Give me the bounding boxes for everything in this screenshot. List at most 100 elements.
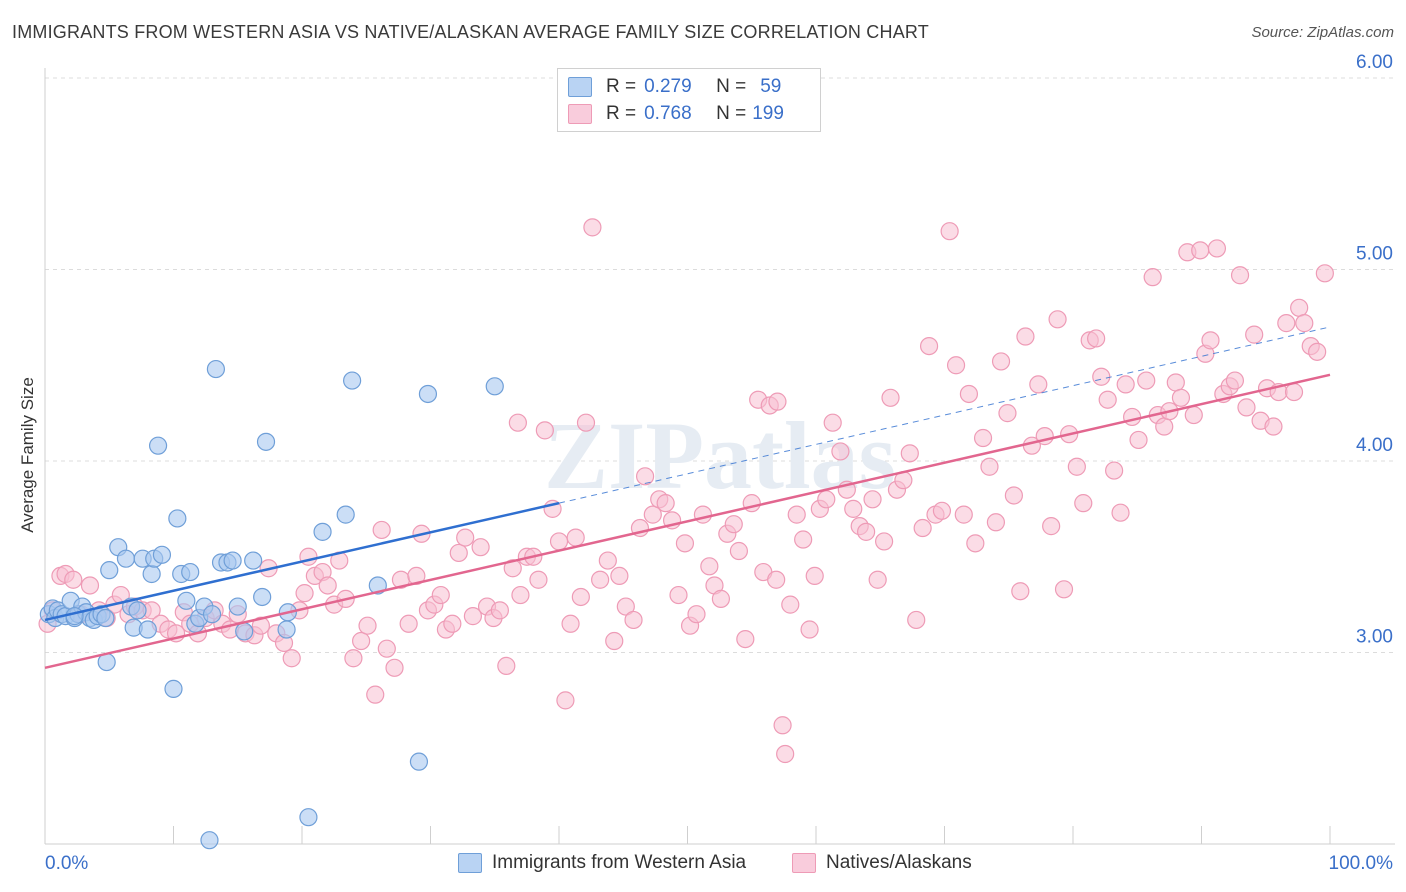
natives-point (1054, 580, 1074, 599)
r-label: R = (606, 76, 637, 97)
series-natives-points (38, 218, 1334, 764)
natives-point (1111, 503, 1130, 522)
natives-point (875, 532, 894, 551)
natives-point (295, 584, 314, 603)
natives-trend-line (44, 373, 1331, 670)
natives-point (946, 356, 966, 375)
western-asia-point (485, 377, 504, 396)
western-asia-point (65, 607, 84, 626)
natives-point (805, 566, 824, 586)
natives-point (635, 467, 655, 486)
natives-point (591, 570, 610, 589)
natives-point (251, 616, 270, 635)
natives-point (352, 631, 371, 651)
natives-point (1011, 582, 1030, 601)
western-asia-point (138, 620, 157, 639)
natives-point (508, 413, 527, 432)
natives-point (998, 404, 1017, 423)
natives-point (1290, 298, 1309, 317)
natives-point (1171, 388, 1191, 407)
natives-point (64, 570, 83, 589)
natives-point (318, 576, 337, 595)
natives-point (571, 587, 590, 607)
natives-point (1087, 329, 1106, 348)
natives-point (781, 595, 800, 614)
western-asia-trend-line (44, 501, 560, 622)
natives-point (1137, 371, 1156, 390)
legend-item-western-asia[interactable]: Immigrants from Western Asia (458, 852, 746, 874)
natives-point (344, 649, 363, 668)
natives-point (1074, 494, 1093, 513)
natives-point (736, 629, 755, 649)
western-asia-point (409, 752, 429, 771)
western-asia-point (223, 551, 242, 570)
western-asia-point (152, 545, 172, 564)
tick-labels: 3.00 4.00 5.00 6.00 0.0% 100.0% (45, 52, 1393, 874)
natives-point (1230, 266, 1250, 285)
legend: Immigrants from Western Asia Natives/Ala… (0, 852, 1406, 876)
natives-point (767, 570, 786, 589)
natives-point (583, 218, 602, 237)
natives-point (1116, 375, 1135, 394)
series1-r-value: 0.279 (644, 76, 692, 97)
natives-point (863, 490, 882, 509)
natives-point (773, 716, 792, 735)
natives-point (857, 522, 876, 541)
natives-point (503, 559, 522, 578)
natives-point (1092, 367, 1111, 386)
natives-point (366, 685, 385, 704)
series1-n-value: 59 (760, 76, 782, 97)
natives-point (1191, 241, 1210, 260)
legend-item-natives[interactable]: Natives/Alaskans (792, 852, 972, 874)
natives-point (794, 530, 813, 549)
natives-point (724, 515, 743, 534)
n-label: N = (716, 103, 747, 124)
natives-point (669, 585, 688, 605)
series2-swatch (568, 104, 592, 124)
natives-point (980, 457, 999, 476)
series2-n-value: 199 (752, 103, 784, 124)
western-asia-point (277, 620, 296, 639)
chart-title: IMMIGRANTS FROM WESTERN ASIA VS NATIVE/A… (12, 22, 929, 42)
n-label: N = (716, 76, 747, 97)
natives-point (443, 614, 462, 633)
natives-point (449, 543, 468, 563)
legend-swatch-natives (792, 853, 816, 873)
natives-point (598, 551, 617, 570)
natives-point (900, 444, 919, 463)
natives-point (1143, 268, 1162, 287)
x-tick-label-max: 100.0% (1329, 853, 1394, 874)
natives-point (913, 518, 932, 538)
natives-point (377, 639, 396, 658)
natives-point (1184, 405, 1203, 425)
series-western-asia-points (39, 359, 504, 850)
natives-point (844, 499, 863, 518)
natives-point (1129, 430, 1148, 450)
western-asia-point (168, 509, 187, 528)
natives-point (372, 520, 391, 540)
western-asia-point (343, 371, 362, 390)
natives-point (399, 614, 418, 633)
natives-point (80, 576, 100, 595)
natives-point (881, 388, 900, 407)
natives-point (1284, 382, 1304, 402)
natives-point (556, 691, 575, 710)
source-label: Source: ZipAtlas.com (1251, 24, 1394, 41)
western-asia-point (206, 359, 226, 379)
natives-point (490, 601, 509, 620)
natives-point (1308, 342, 1327, 361)
natives-point (1166, 373, 1185, 392)
natives-point (1016, 327, 1035, 346)
axes (44, 68, 1395, 845)
natives-point (675, 534, 695, 553)
natives-point (1042, 517, 1061, 536)
natives-point (1048, 310, 1067, 329)
natives-point (1207, 239, 1227, 258)
natives-point (959, 384, 979, 404)
natives-point (1155, 417, 1174, 436)
natives-point (656, 494, 675, 513)
western-asia-point (202, 605, 222, 624)
legend-label-natives: Natives/Alaskans (826, 852, 972, 873)
series2-r-value: 0.768 (644, 103, 692, 124)
natives-point (643, 505, 662, 524)
